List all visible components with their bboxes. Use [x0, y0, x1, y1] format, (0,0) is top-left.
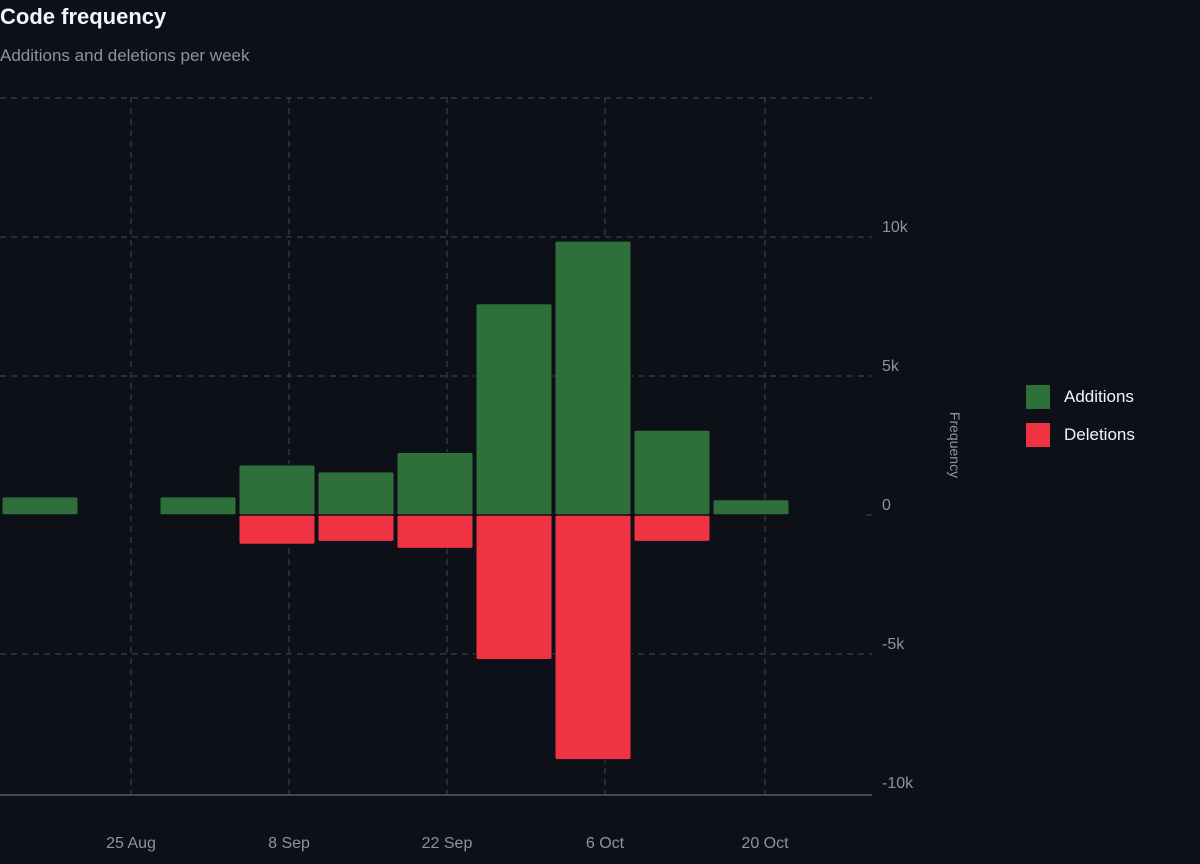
bar-deletions [238, 514, 316, 545]
bar-additions [396, 451, 474, 516]
bar-deletions [396, 514, 474, 549]
x-tick-label: 25 Aug [106, 835, 156, 852]
y-tick-label: 10k [882, 219, 909, 236]
bar-additions [1, 496, 79, 516]
bar-deletions [633, 514, 711, 542]
bar-additions [554, 240, 632, 516]
legend-item-additions[interactable]: Additions [1026, 378, 1135, 416]
y-axis-label: Frequency [947, 412, 963, 478]
bar-additions [633, 429, 711, 516]
legend-label-additions: Additions [1064, 387, 1134, 406]
y-tick-label: 0 [882, 497, 891, 514]
x-tick-label: 20 Oct [741, 835, 789, 852]
y-tick-label: -5k [882, 636, 905, 653]
bar-deletions [554, 514, 632, 761]
x-tick-label: 8 Sep [268, 835, 310, 852]
y-tick-label: 5k [882, 358, 900, 375]
legend-item-deletions[interactable]: Deletions [1026, 416, 1135, 454]
x-tick-label: 22 Sep [422, 835, 473, 852]
legend-label-deletions: Deletions [1064, 425, 1135, 444]
bar-additions [317, 471, 395, 516]
y-tick-label: -10k [882, 775, 914, 792]
chart-subtitle: Additions and deletions per week [0, 46, 250, 65]
bars [0, 240, 792, 761]
bar-deletions [317, 514, 395, 542]
legend: Additions Deletions [1026, 378, 1135, 454]
tick-labels: 10k 5k 0 -5k -10k 25 Aug 8 Sep 22 Sep 6 Oct 20 Oc… [106, 219, 914, 852]
bar-additions [238, 464, 316, 516]
bar-additions [475, 303, 553, 516]
grid-lines [0, 97, 872, 795]
chart-title: Code frequency [0, 4, 167, 29]
bar-additions [159, 496, 237, 516]
additions-swatch [1026, 385, 1050, 409]
deletions-swatch [1026, 423, 1050, 447]
x-tick-label: 6 Oct [586, 835, 625, 852]
bar-deletions [475, 514, 553, 661]
bar-additions [712, 499, 790, 516]
